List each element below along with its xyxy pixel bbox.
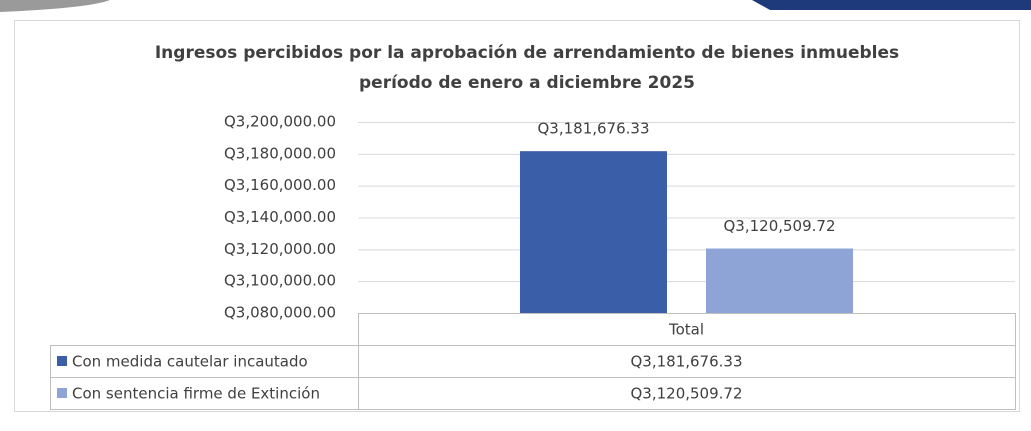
chart-area <box>14 20 1020 412</box>
corner-decoration <box>0 0 110 12</box>
table-value: Q3,120,509.72 <box>630 385 742 403</box>
y-tick-label: Q3,140,000.00 <box>224 208 336 226</box>
data-label: Q3,120,509.72 <box>723 217 835 235</box>
bar <box>706 248 853 313</box>
legend-key <box>57 356 67 366</box>
corner-decoration <box>752 0 1031 10</box>
y-tick-label: Q3,160,000.00 <box>224 176 336 194</box>
data-label: Q3,181,676.33 <box>537 120 649 138</box>
y-tick-label: Q3,100,000.00 <box>224 272 336 290</box>
y-tick-label: Q3,120,000.00 <box>224 240 336 258</box>
chart-title: período de enero a diciembre 2025 <box>359 73 695 93</box>
legend-label: Con medida cautelar incautado <box>72 353 308 371</box>
y-tick-label: Q3,080,000.00 <box>224 304 336 322</box>
category-label: Total <box>668 321 704 339</box>
table-cell <box>50 377 359 410</box>
y-tick-label: Q3,180,000.00 <box>224 144 336 162</box>
legend-key <box>57 388 67 398</box>
table-value: Q3,181,676.33 <box>630 353 742 371</box>
chart-title: Ingresos percibidos por la aprobación de… <box>155 43 899 63</box>
legend-label: Con sentencia firme de Extinción <box>72 385 320 403</box>
y-tick-label: Q3,200,000.00 <box>224 113 336 131</box>
bar <box>520 151 667 313</box>
